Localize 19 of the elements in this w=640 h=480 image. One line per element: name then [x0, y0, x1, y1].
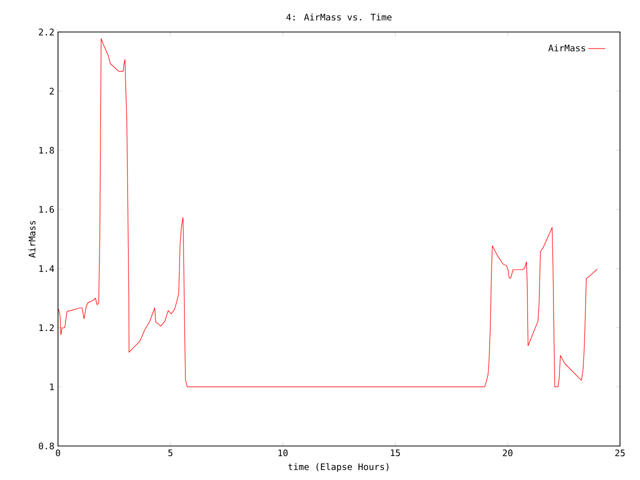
y-tick-label: 2.2: [38, 28, 54, 36]
legend-label: AirMass: [548, 44, 586, 52]
y-tick-label: 1.4: [39, 265, 54, 272]
chart-title: 4: AirMass vs. Time: [286, 14, 392, 20]
y-axis-title: AirMass: [28, 220, 36, 258]
x-tick-label: 10: [278, 450, 288, 456]
y-tick-label: 1: [50, 384, 54, 390]
y-tick-label: 0.8: [38, 442, 54, 450]
x-tick-label: 5: [168, 450, 172, 456]
y-tick-label: 1.6: [39, 206, 54, 213]
y-tick-label: 1.2: [39, 324, 54, 332]
y-tick-label: 2: [50, 88, 54, 94]
x-tick-label: 15: [390, 450, 400, 456]
y-tick-label: 1.8: [39, 146, 54, 154]
x-tick-label: 0: [56, 450, 60, 456]
line-series: [58, 38, 598, 388]
x-axis-title: time (Elapse Hours): [288, 463, 388, 472]
x-tick-label: 25: [615, 450, 625, 456]
x-tick-label: 20: [502, 450, 512, 456]
